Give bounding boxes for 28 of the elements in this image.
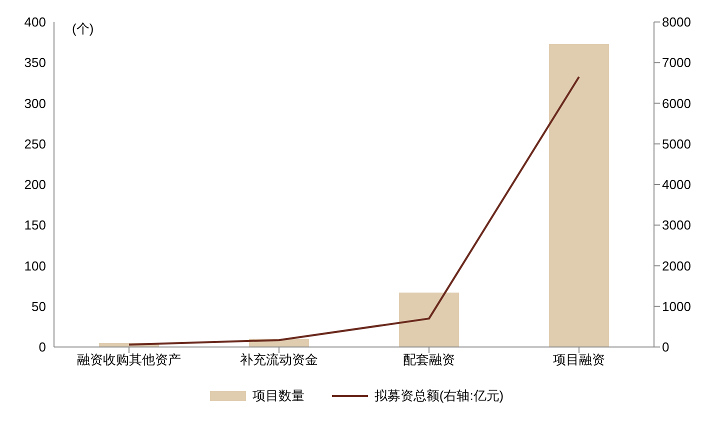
y-tick-label: 50 [32,298,46,314]
legend-label: 项目数量 [252,387,304,405]
y2-tick-label: 8000 [662,14,691,30]
x-tick-label: 补充流动资金 [240,352,318,368]
x-tick-label: 配套融资 [403,352,455,368]
y2-tick-label: 4000 [662,177,691,192]
y2-tick-label: 6000 [662,96,691,111]
y-tick-label: 100 [24,258,46,274]
y2-tick-label: 0 [662,340,670,355]
y-tick-label: 350 [24,55,46,70]
bar [549,44,609,347]
y-tick-label: 200 [24,177,46,192]
y-tick-label: 150 [24,218,46,233]
bar [399,292,459,347]
legend-label: 拟募资总额(右轴:亿元) [374,387,504,405]
y-axis-title: (个) [72,20,94,38]
y2-tick-label: 5000 [662,136,691,152]
y-tick-label: 0 [38,340,46,355]
y2-tick-label: 2000 [662,258,691,274]
y2-tick-label: 1000 [662,298,691,314]
x-tick-label: 融资收购其他资产 [77,352,181,368]
y2-tick-label: 7000 [662,55,691,70]
y-tick-label: 250 [24,136,46,152]
line-series [128,76,580,346]
y2-tick-label: 3000 [662,218,691,233]
y-tick-label: 400 [24,14,46,30]
y-tick-label: 300 [24,96,46,111]
x-tick-label: 项目融资 [553,352,605,368]
